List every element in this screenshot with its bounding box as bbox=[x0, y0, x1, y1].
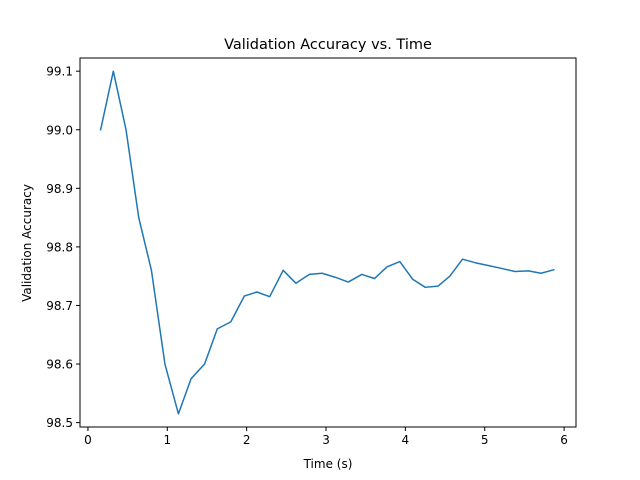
y-tick-label: 99.1 bbox=[46, 65, 73, 79]
y-tick-label: 99.0 bbox=[46, 123, 73, 137]
chart-title: Validation Accuracy vs. Time bbox=[224, 37, 432, 53]
x-tick-label: 0 bbox=[84, 433, 92, 447]
y-tick-label: 98.8 bbox=[46, 240, 73, 254]
x-tick-label: 5 bbox=[481, 433, 489, 447]
x-tick-label: 1 bbox=[163, 433, 171, 447]
y-axis-label: Validation Accuracy bbox=[20, 184, 34, 302]
y-tick-label: 98.5 bbox=[46, 416, 73, 430]
axes-frame bbox=[79, 57, 577, 428]
x-tick-label: 3 bbox=[322, 433, 330, 447]
x-tick-label: 4 bbox=[402, 433, 410, 447]
x-tick-label: 6 bbox=[560, 433, 568, 447]
x-tick-label: 2 bbox=[243, 433, 251, 447]
y-tick-label: 98.7 bbox=[46, 299, 73, 313]
plot-area: 0 1 2 3 4 5 6 98.5 98.6 98.7 98.8 98.9 99.0 99.1 bbox=[46, 57, 577, 447]
x-axis-label: Time (s) bbox=[303, 457, 353, 471]
series-line-0 bbox=[99, 70, 555, 415]
y-tick-label: 98.9 bbox=[46, 182, 73, 196]
y-tick-label: 98.6 bbox=[46, 358, 73, 372]
